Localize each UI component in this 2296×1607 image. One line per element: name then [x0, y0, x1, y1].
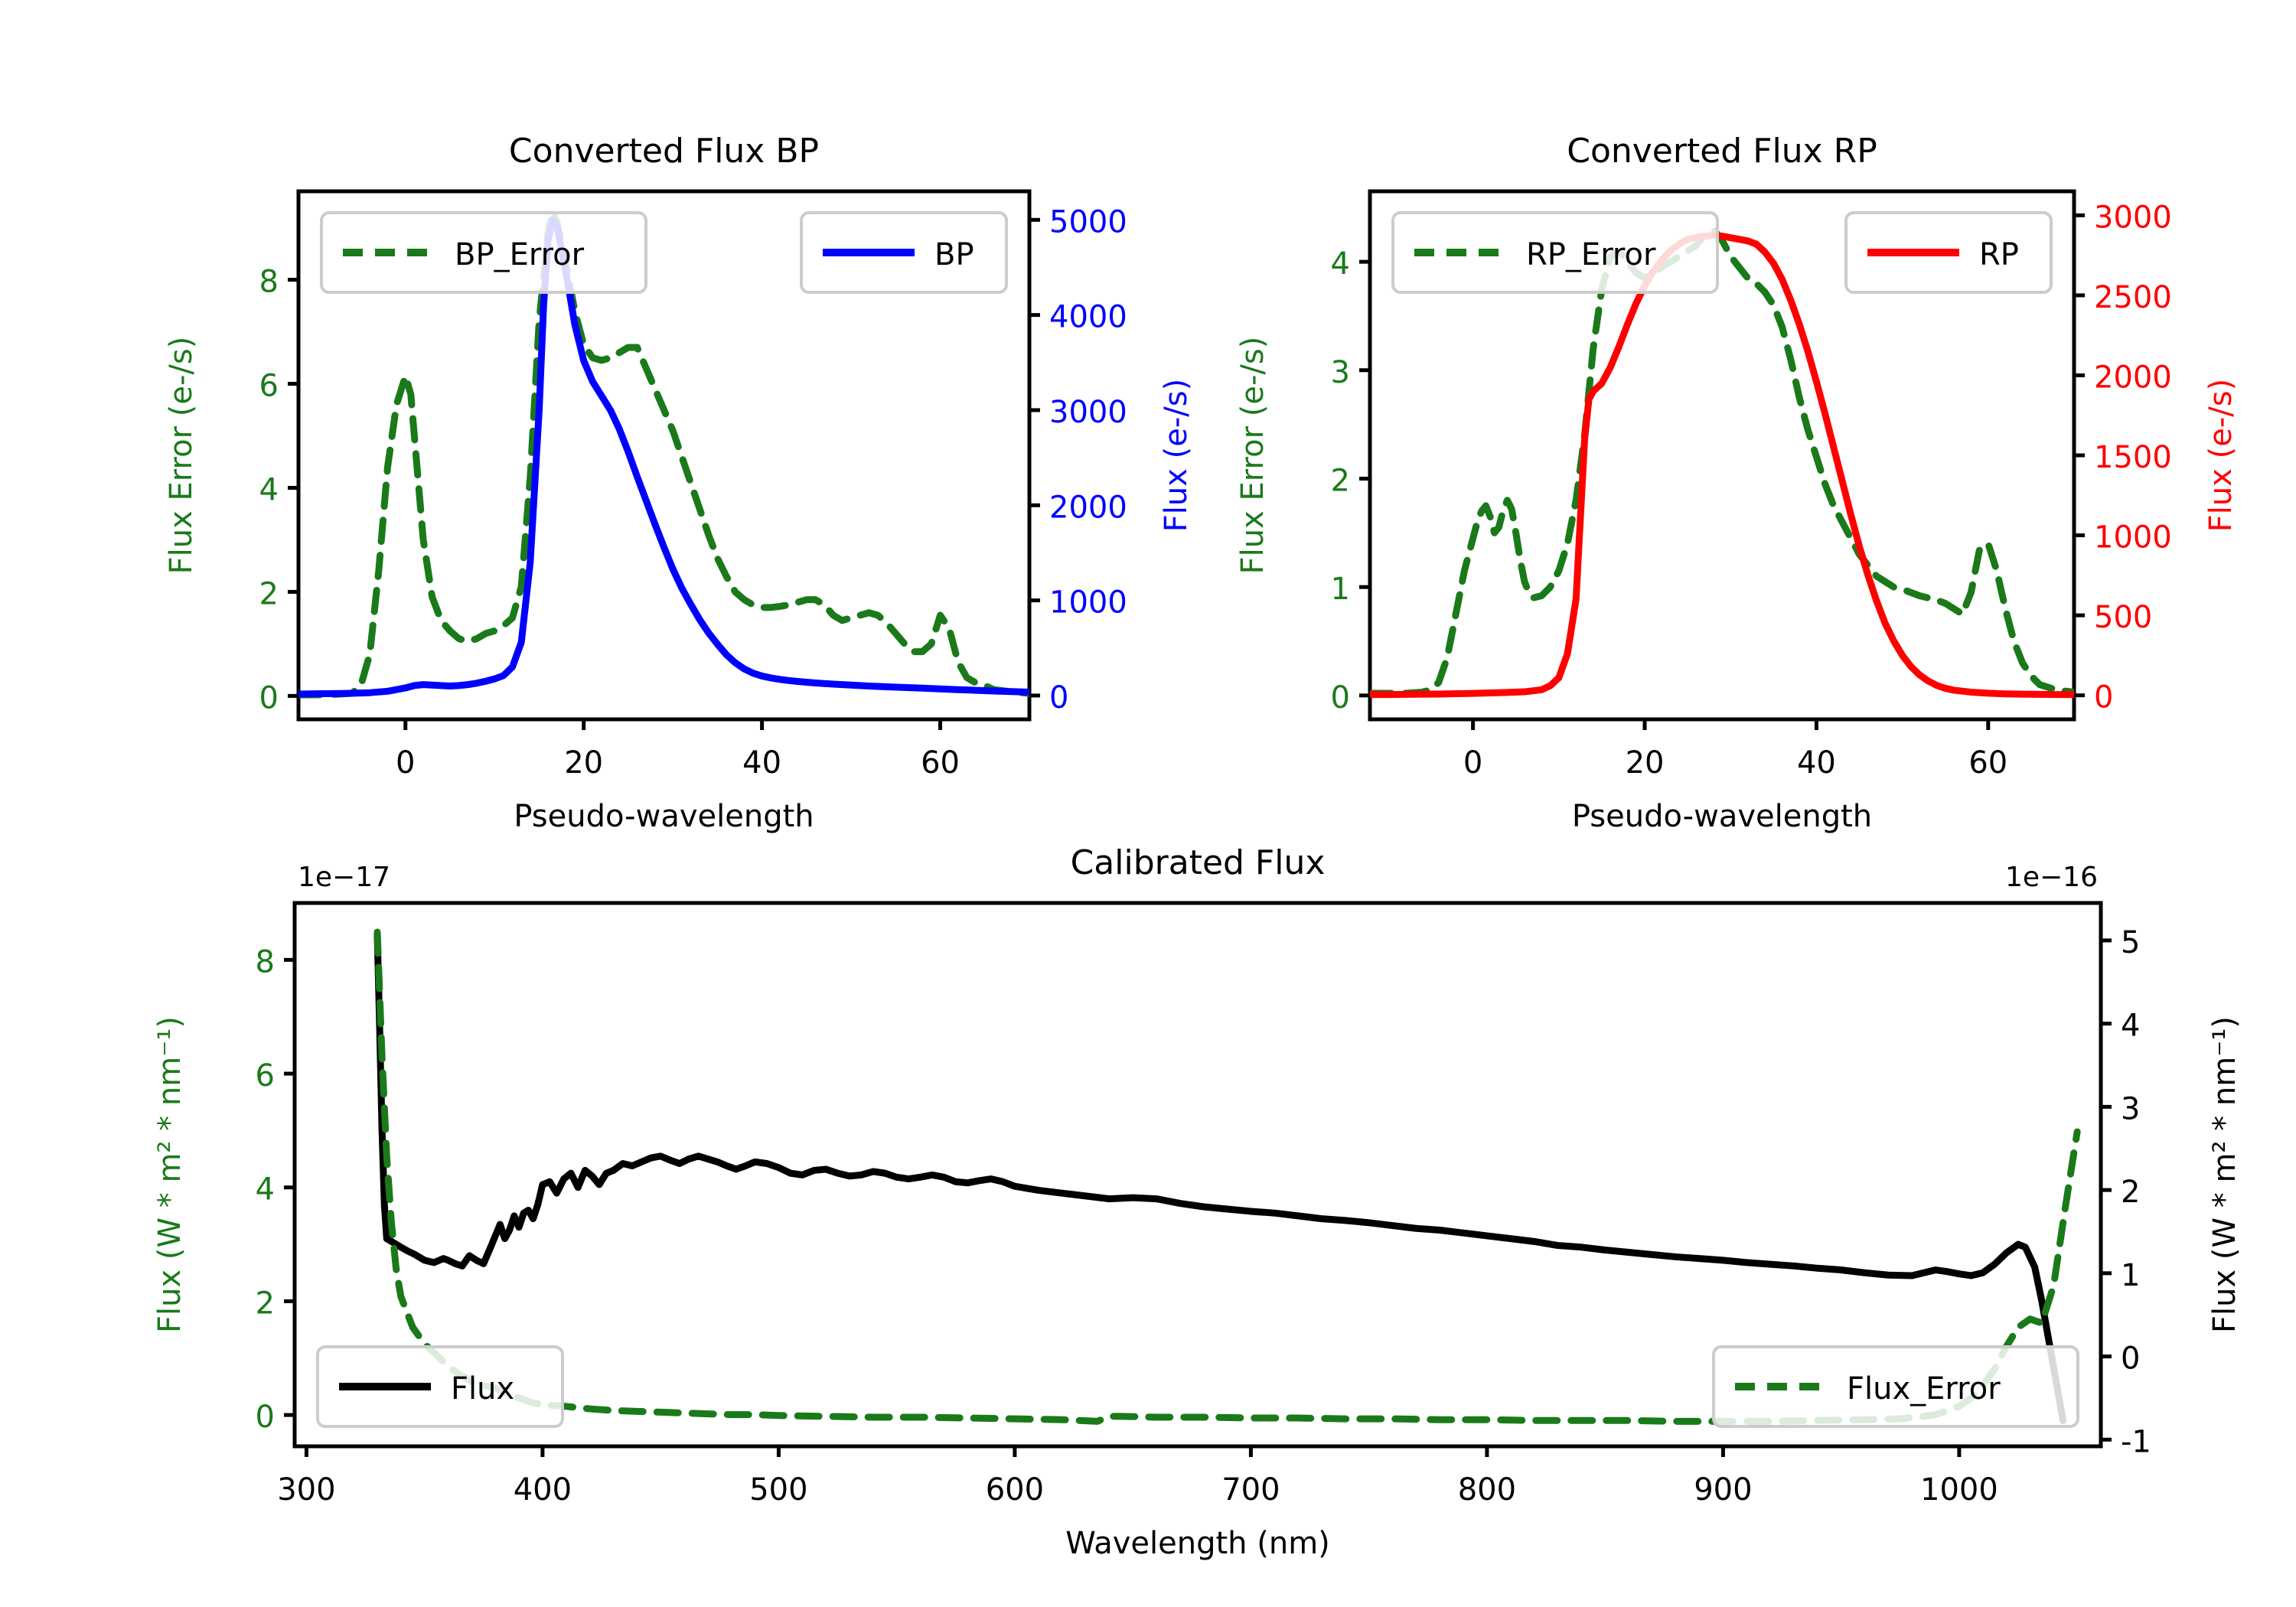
- legend-label-bp_error: BP_Error: [455, 237, 585, 272]
- x-tick-label: 400: [514, 1472, 572, 1508]
- legend-label-flux_error: Flux_Error: [1847, 1371, 2001, 1407]
- y-tick-label-left: 8: [259, 265, 279, 300]
- y-tick-label-right: -1: [2121, 1424, 2151, 1459]
- x-tick-label: 40: [1797, 745, 1836, 781]
- legend-label-bp: BP: [934, 237, 974, 272]
- y-tick-label-left: 1: [1331, 572, 1350, 607]
- y-tick-label-left: 0: [259, 680, 279, 715]
- x-tick-label: 0: [396, 745, 415, 781]
- y-tick-label-left: 4: [1331, 246, 1350, 282]
- x-tick-label: 800: [1458, 1472, 1516, 1508]
- y-axis-label-left-bp: Flux Error (e-/s): [164, 337, 199, 575]
- y-tick-label-left: 2: [256, 1286, 275, 1321]
- panel-title-bp: Converted Flux BP: [509, 132, 819, 171]
- y-tick-label-left: 0: [1331, 680, 1350, 715]
- series-line-bp_error: [298, 208, 1029, 699]
- y-axis-label-left-rp: Flux Error (e-/s): [1235, 337, 1270, 575]
- series-line-bp: [298, 216, 1029, 698]
- axes-frame-calibrated: [292, 901, 2103, 1449]
- x-tick-label: 40: [742, 745, 781, 781]
- legend-box-flux_error: [1712, 1345, 2079, 1428]
- y-tick-label-left: 3: [1331, 355, 1350, 390]
- y-tick-label-right: 2: [2121, 1175, 2140, 1210]
- series-line-rp_error: [1370, 226, 2074, 697]
- y-tick-label-right: 0: [2094, 680, 2113, 715]
- y-tick-label-right: 1000: [1049, 585, 1127, 621]
- y-tick-label-right: 1500: [2094, 440, 2172, 475]
- y-tick-label-right: 4: [2121, 1009, 2140, 1044]
- y-tick-label-right: 2000: [1049, 490, 1127, 525]
- y-tick-label-left: 2: [259, 576, 279, 611]
- x-tick-label: 500: [749, 1472, 807, 1508]
- y-tick-label-right: 500: [2094, 600, 2152, 635]
- x-tick-label: 600: [986, 1472, 1044, 1508]
- series-line-flux: [373, 931, 2067, 1425]
- y-tick-label-right: 4000: [1049, 300, 1127, 335]
- y-tick-label-right: 3000: [2094, 200, 2172, 235]
- y-tick-label-right: 1000: [2094, 520, 2172, 556]
- legend-box-bp_error: [320, 211, 647, 294]
- panel-title-calibrated: Calibrated Flux: [1071, 843, 1326, 882]
- x-tick-label: 300: [277, 1472, 335, 1508]
- x-tick-label: 60: [1968, 745, 2007, 781]
- y-tick-label-right: 3000: [1049, 395, 1127, 430]
- x-tick-label: 0: [1463, 745, 1482, 781]
- y-axis-label-left-calibrated: Flux (W * m² * nm⁻¹): [152, 1016, 188, 1333]
- y-axis-label-right-rp: Flux (e-/s): [2203, 379, 2239, 532]
- y-tick-label-right: 0: [1049, 680, 1068, 715]
- panel-title-rp: Converted Flux RP: [1567, 132, 1877, 171]
- axes-frame-bp: [296, 189, 1032, 722]
- x-tick-label: 60: [921, 745, 960, 781]
- y-tick-label-left: 6: [259, 369, 279, 404]
- y-tick-label-left: 4: [259, 472, 279, 507]
- legend-box-flux: [316, 1345, 564, 1428]
- x-tick-label: 1000: [1920, 1472, 1998, 1508]
- x-tick-label: 700: [1221, 1472, 1280, 1508]
- x-axis-label-rp: Pseudo-wavelength: [1572, 799, 1872, 834]
- y-tick-label-right: 5: [2121, 925, 2140, 960]
- series-line-rp: [1370, 232, 2074, 699]
- legend-box-rp_error: [1391, 211, 1719, 294]
- y-axis-label-right-calibrated: Flux (W * m² * nm⁻¹): [2207, 1016, 2242, 1333]
- y-tick-label-left: 4: [256, 1172, 275, 1208]
- y-tick-label-right: 1: [2121, 1258, 2140, 1293]
- y-tick-label-right: 2000: [2094, 360, 2172, 395]
- x-tick-label: 20: [564, 745, 603, 781]
- y-axis-label-right-bp: Flux (e-/s): [1159, 379, 1194, 532]
- offset-text-right: 1e−16: [2005, 862, 2098, 893]
- legend-label-rp: RP: [1979, 237, 2019, 272]
- legend-label-flux: Flux: [451, 1371, 514, 1407]
- x-tick-label: 900: [1694, 1472, 1752, 1508]
- y-tick-label-left: 2: [1331, 463, 1350, 498]
- legend-label-rp_error: RP_Error: [1526, 237, 1656, 272]
- x-axis-label-calibrated: Wavelength (nm): [1065, 1526, 1330, 1561]
- y-tick-label-right: 5000: [1049, 204, 1127, 240]
- x-tick-label: 20: [1626, 745, 1665, 781]
- y-tick-label-right: 0: [2121, 1341, 2140, 1377]
- offset-text-left: 1e−17: [298, 862, 390, 893]
- y-tick-label-left: 0: [256, 1400, 275, 1435]
- y-tick-label-right: 2500: [2094, 280, 2172, 315]
- y-tick-label-right: 3: [2121, 1091, 2140, 1126]
- y-tick-label-left: 8: [256, 944, 275, 980]
- x-axis-label-bp: Pseudo-wavelength: [514, 799, 814, 834]
- y-tick-label-left: 6: [256, 1058, 275, 1094]
